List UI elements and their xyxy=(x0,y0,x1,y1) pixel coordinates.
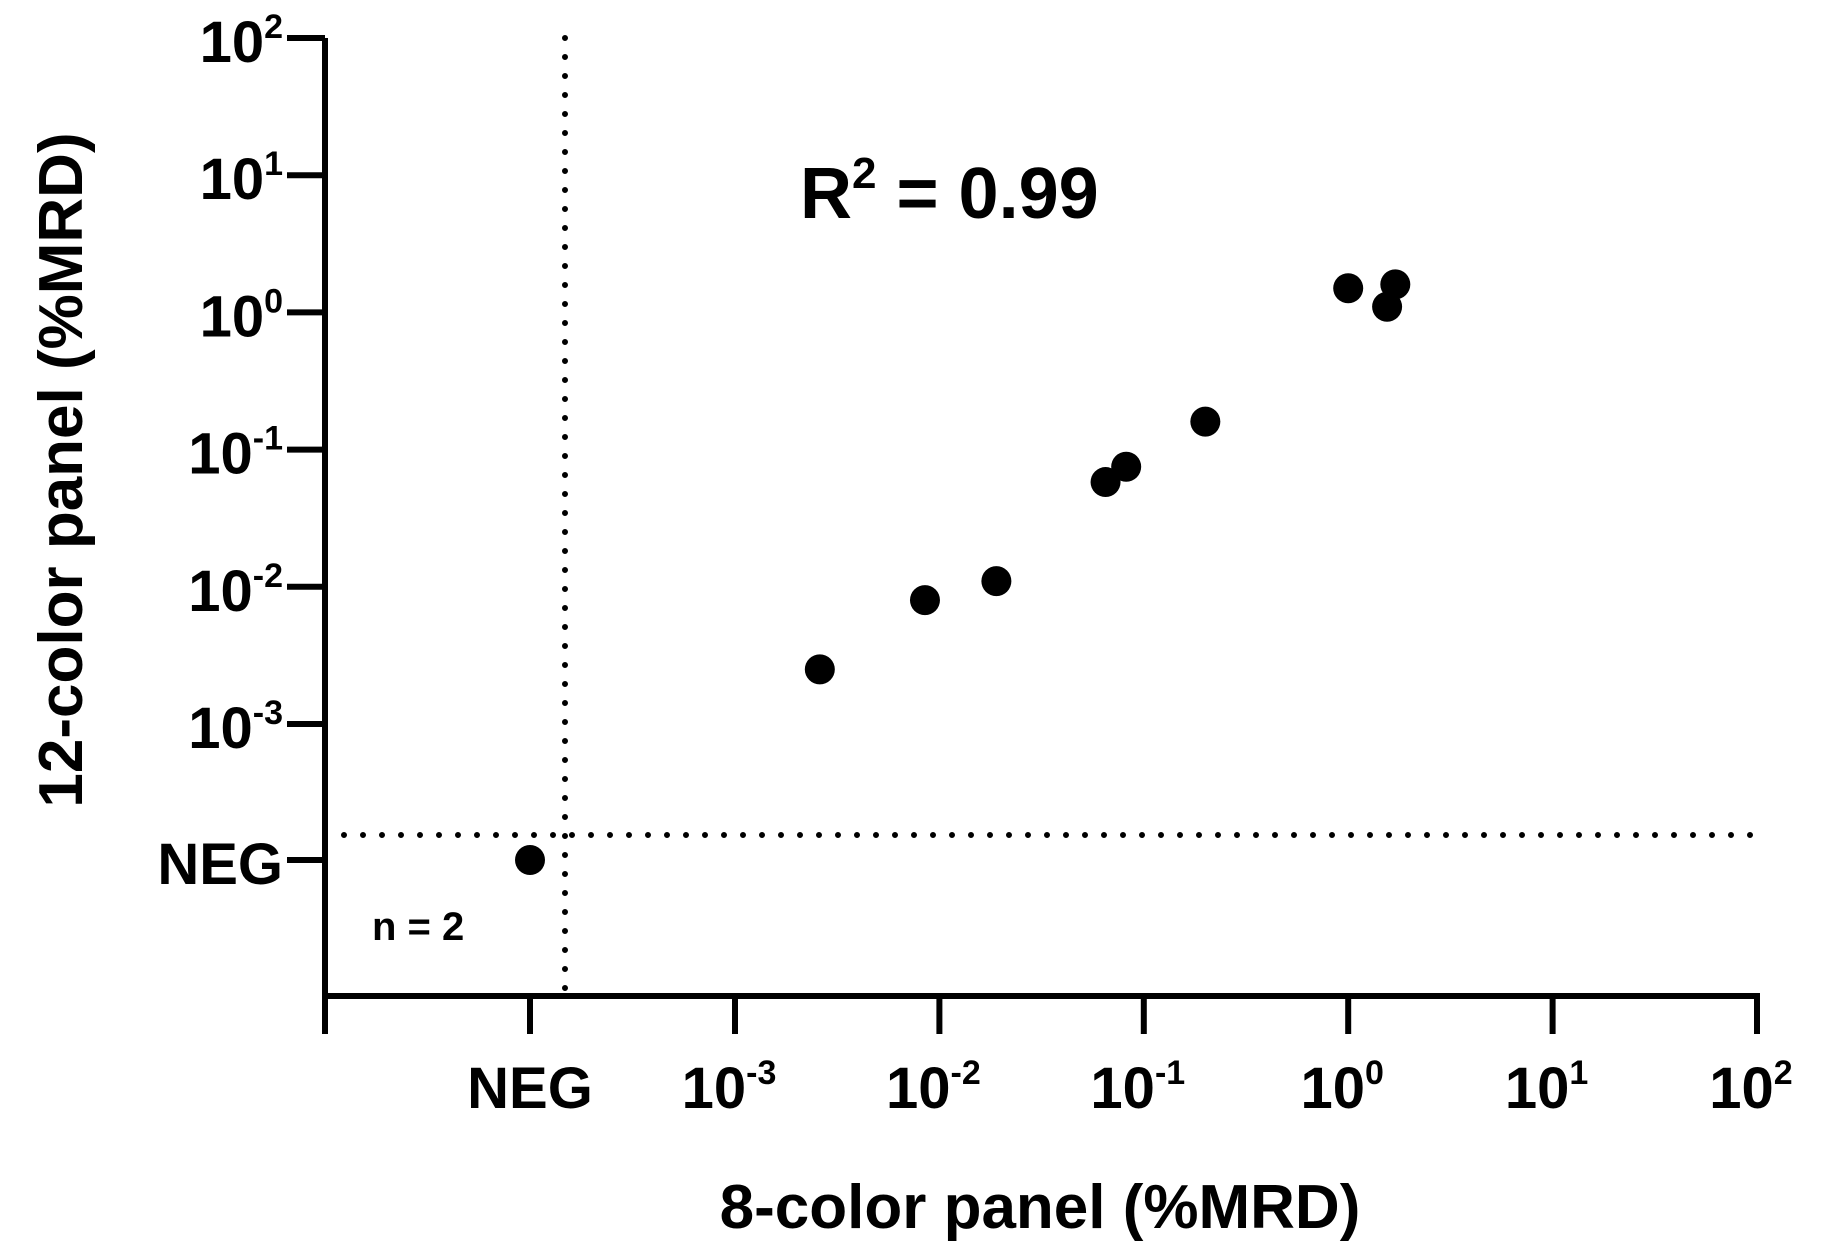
neg-count-annotation: n = 2 xyxy=(372,905,464,949)
y-tick-label: 10-1 xyxy=(188,420,283,487)
x-axis-ticks: NEG 10-3 10-2 10-1 100 101 102 xyxy=(467,996,1793,1121)
y-tick-label: NEG xyxy=(157,832,283,897)
y-axis-title: 12-color panel (%MRD) xyxy=(27,132,96,807)
axes xyxy=(322,38,1760,1034)
data-point xyxy=(1090,467,1121,498)
y-axis-ticks: NEG 10-3 10-2 10-1 100 101 102 xyxy=(157,8,325,897)
x-tick-label: 10-3 xyxy=(682,1054,777,1121)
data-points xyxy=(515,269,1411,875)
x-tick-label: 100 xyxy=(1300,1054,1383,1121)
x-tick-label: 101 xyxy=(1505,1054,1588,1121)
x-tick-label: NEG xyxy=(467,1056,593,1121)
data-point xyxy=(981,566,1012,597)
data-point xyxy=(1190,406,1221,437)
y-tick-label: 100 xyxy=(200,282,283,349)
data-point xyxy=(1380,269,1411,300)
data-point xyxy=(1111,451,1142,482)
data-point xyxy=(909,585,940,616)
y-tick-label: 102 xyxy=(200,8,283,75)
x-tick-label: 102 xyxy=(1709,1054,1792,1121)
x-tick-label: 10-1 xyxy=(1090,1054,1185,1121)
x-axis-title: 8-color panel (%MRD) xyxy=(720,1173,1361,1242)
y-tick-label: 101 xyxy=(200,145,283,212)
neg-cutoff-guides xyxy=(322,35,1763,999)
x-tick-label: 10-2 xyxy=(886,1054,981,1121)
neg-data-point xyxy=(515,845,545,875)
data-point xyxy=(1333,273,1364,304)
y-tick-label: 10-3 xyxy=(188,694,283,761)
y-tick-label: 10-2 xyxy=(188,557,283,624)
data-point xyxy=(804,654,835,685)
r-squared-annotation: R2 = 0.99 xyxy=(800,149,1099,234)
